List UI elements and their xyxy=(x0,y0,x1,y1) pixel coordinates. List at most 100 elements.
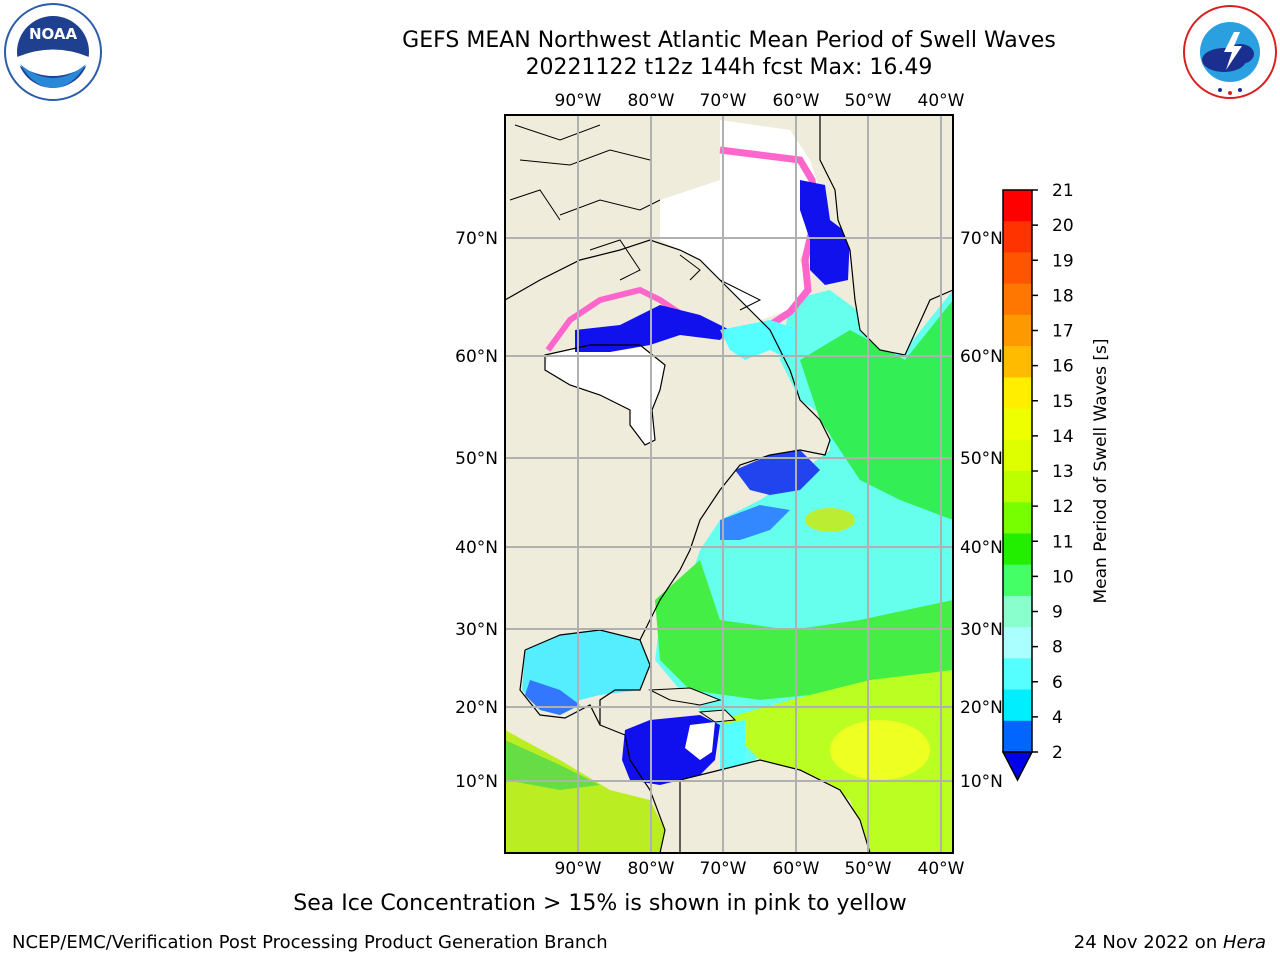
map-area xyxy=(505,115,953,853)
colorbar-segment xyxy=(1003,252,1032,285)
footer-date-text: 24 Nov 2022 on xyxy=(1073,932,1223,953)
colorbar-segment xyxy=(1003,720,1032,753)
colorbar-label: Mean Period of Swell Waves [s] xyxy=(1091,339,1111,604)
swell-yellow-patch xyxy=(830,720,930,780)
lon-label: 70°W xyxy=(700,859,747,879)
cuba xyxy=(648,687,722,706)
lon-label: 80°W xyxy=(628,859,675,879)
colorbar-segment xyxy=(1003,627,1032,659)
footer-date: 24 Nov 2022 on Hera xyxy=(1074,932,1266,953)
arctic-islands xyxy=(509,124,762,311)
lat-label: 20°N xyxy=(960,698,1003,718)
lon-label: 70°W xyxy=(700,91,747,111)
colorbar-segment xyxy=(1003,658,1032,691)
lon-label: 50°W xyxy=(845,859,892,879)
lat-label: 40°N xyxy=(455,538,498,558)
hudson-strait xyxy=(575,305,730,352)
colorbar-tick-label: 6 xyxy=(1052,673,1063,693)
sea-ice-caption: Sea Ice Concentration > 15% is shown in … xyxy=(293,891,907,916)
colorbar-segment xyxy=(1003,221,1032,253)
colorbar-segment xyxy=(1003,471,1032,503)
north-america-coast xyxy=(505,239,831,853)
colorbar-segment xyxy=(1003,346,1032,378)
noaa-logo-text: NOAA xyxy=(29,25,78,43)
lon-labels-top: 90°W 80°W 70°W 60°W 50°W 40°W xyxy=(555,91,965,111)
lat-label: 30°N xyxy=(960,620,1003,640)
colorbar-tick-label: 17 xyxy=(1052,322,1074,342)
hudson-bay-ice xyxy=(545,345,665,445)
us-east-coast-blue xyxy=(720,505,790,540)
lon-label: 90°W xyxy=(555,859,602,879)
baffin-bay xyxy=(800,180,850,285)
lon-label: 50°W xyxy=(845,91,892,111)
lat-label: 50°N xyxy=(455,449,498,469)
colorbar-segment xyxy=(1003,595,1032,628)
lat-label: 10°N xyxy=(455,772,498,792)
pacific-swell-green xyxy=(505,740,600,790)
lat-label: 30°N xyxy=(455,620,498,640)
south-america xyxy=(679,759,871,853)
footer-host: Hera xyxy=(1222,932,1266,953)
noaa-logo: NOAA xyxy=(4,3,102,101)
lat-label: 40°N xyxy=(960,538,1003,558)
lon-label: 40°W xyxy=(918,859,965,879)
lat-label: 10°N xyxy=(960,772,1003,792)
colorbar: 21 20 19 18 17 16 15 14 13 12 11 10 9 8 6 4 2 xyxy=(1001,181,1074,782)
lat-label: 20°N xyxy=(455,698,498,718)
colorbar-segment xyxy=(1003,439,1032,472)
lon-label: 90°W xyxy=(555,91,602,111)
colorbar-tick-label: 4 xyxy=(1052,708,1063,728)
colorbar-segment xyxy=(1003,564,1032,597)
lat-label: 60°N xyxy=(960,347,1003,367)
lat-label: 70°N xyxy=(455,229,498,249)
colorbar-tick-label: 20 xyxy=(1052,216,1074,236)
colorbar-segment xyxy=(1003,533,1032,566)
colorbar-tick-label: 9 xyxy=(1052,603,1063,623)
colorbar-segment xyxy=(1003,502,1032,534)
nws-logo xyxy=(1183,5,1277,99)
lon-labels-bottom: 90°W 80°W 70°W 60°W 50°W 40°W xyxy=(555,859,965,879)
gulf-coast xyxy=(519,629,641,726)
colorbar-under-arrow xyxy=(1001,751,1034,782)
title-line-2: 20221122 t12z 144h fcst Max: 16.49 xyxy=(525,55,933,80)
colorbar-segment xyxy=(1003,689,1032,722)
hispaniola xyxy=(698,709,737,723)
swell-yellow-patch xyxy=(805,508,855,532)
lon-label: 60°W xyxy=(773,859,820,879)
lat-label: 50°N xyxy=(960,449,1003,469)
lat-labels-right: 70°N 60°N 50°N 40°N 30°N 20°N 10°N xyxy=(960,229,1003,792)
colorbar-tick-label: 2 xyxy=(1052,743,1063,763)
colorbar-tick-label: 14 xyxy=(1052,427,1074,447)
map-frame xyxy=(504,114,954,854)
gulf-st-lawrence xyxy=(735,450,820,495)
colorbar-tick-label: 21 xyxy=(1052,181,1074,201)
title-line-1: GEFS MEAN Northwest Atlantic Mean Period… xyxy=(402,28,1056,53)
greenland xyxy=(819,115,953,356)
colorbar-tick-label: 10 xyxy=(1052,567,1074,587)
lat-label: 60°N xyxy=(455,347,498,367)
colorbar-tick-label: 13 xyxy=(1052,462,1074,482)
colorbar-tick-label: 16 xyxy=(1052,357,1074,377)
caribbean-white-patch xyxy=(685,722,715,760)
lat-label: 70°N xyxy=(960,229,1003,249)
colorbar-segment xyxy=(1003,283,1032,316)
colorbar-segment xyxy=(1003,377,1032,410)
lon-label: 80°W xyxy=(628,91,675,111)
graticule xyxy=(505,115,953,853)
lon-label: 40°W xyxy=(918,91,965,111)
colorbar-tick-label: 8 xyxy=(1052,638,1063,658)
colorbar-tick-label: 11 xyxy=(1052,532,1074,552)
footer-branch: NCEP/EMC/Verification Post Processing Pr… xyxy=(12,932,608,953)
colorbar-tick-label: 12 xyxy=(1052,497,1074,517)
chart-title: GEFS MEAN Northwest Atlantic Mean Period… xyxy=(0,27,1280,81)
colorbar-segment xyxy=(1003,408,1032,441)
arctic-ice xyxy=(660,120,820,320)
colorbar-tick-label: 18 xyxy=(1052,286,1074,306)
colorbar-segment xyxy=(1003,190,1032,222)
lon-label: 60°W xyxy=(773,91,820,111)
colorbar-tick-label: 19 xyxy=(1052,251,1074,271)
lat-labels-left: 70°N 60°N 50°N 40°N 30°N 20°N 10°N xyxy=(455,229,498,792)
colorbar-tick-label: 15 xyxy=(1052,392,1074,412)
colorbar-segment xyxy=(1003,314,1032,347)
